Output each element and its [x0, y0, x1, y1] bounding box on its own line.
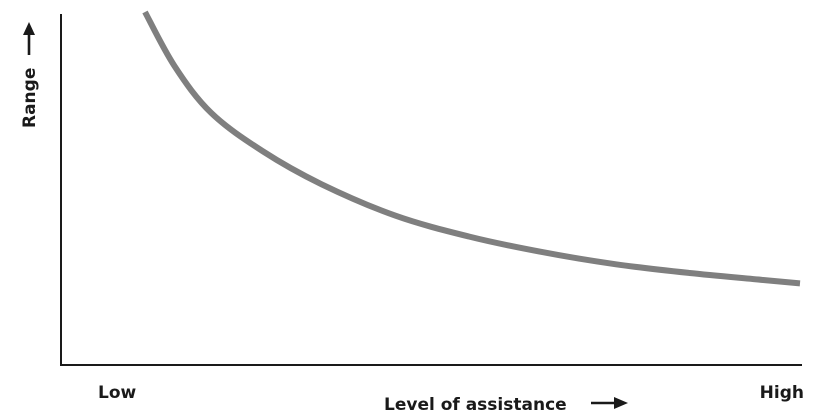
series-line-0 [142, 10, 801, 287]
y-axis-arrow-icon [23, 22, 35, 55]
y-axis-label-group: Range [20, 22, 40, 128]
x-axis-label-group: Level of assistance [384, 395, 628, 411]
y-axis-label: Range [20, 68, 40, 128]
x-tick-label-high: High [760, 383, 804, 403]
x-axis-label: Level of assistance [384, 395, 567, 411]
x-tick-label-low: Low [98, 383, 137, 403]
plot-area [142, 10, 801, 287]
x-axis-arrow-icon [591, 397, 628, 409]
